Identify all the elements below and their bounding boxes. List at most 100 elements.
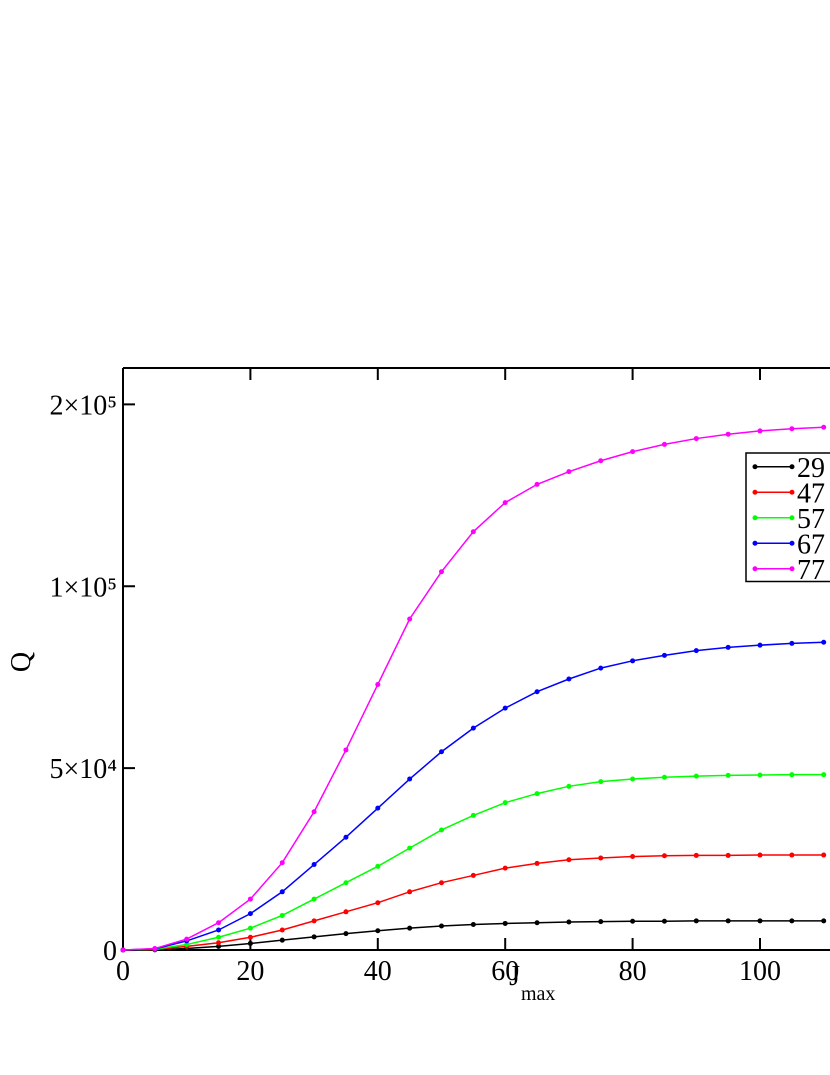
- point: [343, 834, 349, 840]
- point: [407, 889, 413, 895]
- legend-marker: [752, 489, 758, 495]
- point: [821, 852, 827, 858]
- legend-marker: [752, 566, 758, 572]
- point: [661, 918, 667, 924]
- y-axis-label: Q: [6, 652, 37, 672]
- point: [757, 918, 763, 924]
- point: [279, 937, 285, 943]
- point: [789, 426, 795, 432]
- point: [566, 676, 572, 682]
- point: [216, 927, 222, 933]
- point: [407, 925, 413, 931]
- point: [279, 912, 285, 918]
- point: [216, 943, 222, 949]
- point: [184, 936, 190, 942]
- point: [534, 920, 540, 926]
- point: [725, 772, 731, 778]
- point: [279, 927, 285, 933]
- legend-marker: [752, 464, 758, 470]
- point: [566, 469, 572, 475]
- point: [534, 791, 540, 797]
- point: [343, 880, 349, 886]
- point: [439, 569, 444, 575]
- point: [247, 934, 253, 940]
- point: [439, 827, 444, 833]
- point: [502, 705, 508, 711]
- point: [152, 946, 158, 952]
- point: [216, 920, 222, 926]
- point: [470, 529, 476, 535]
- point: [821, 639, 827, 645]
- point: [311, 809, 317, 815]
- legend-label: 57: [797, 504, 825, 535]
- y-tick-label: 0: [103, 936, 117, 967]
- point: [757, 772, 763, 778]
- legend-label: 47: [797, 478, 825, 509]
- point: [311, 896, 317, 902]
- legend-label: 77: [797, 555, 825, 586]
- x-axis-label-sub: max: [521, 983, 555, 1005]
- point: [566, 919, 572, 925]
- point: [343, 747, 349, 753]
- point: [120, 947, 126, 953]
- point: [821, 918, 827, 924]
- x-axis-label: J: [509, 961, 520, 992]
- legend-marker: [752, 515, 758, 521]
- point: [502, 500, 508, 506]
- point: [661, 652, 667, 658]
- point: [439, 749, 444, 755]
- point: [311, 862, 317, 868]
- legend-marker: [789, 540, 795, 546]
- legend-label: 29: [797, 453, 825, 484]
- point: [375, 805, 381, 811]
- point: [630, 449, 636, 455]
- point: [566, 783, 572, 789]
- x-tick-label: 100: [739, 956, 781, 987]
- legend-label: 67: [797, 529, 825, 560]
- point: [566, 857, 572, 863]
- point: [693, 852, 699, 858]
- legend-marker: [789, 566, 795, 572]
- point: [534, 689, 540, 695]
- point: [407, 776, 413, 782]
- point: [630, 918, 636, 924]
- point: [247, 896, 253, 902]
- point: [789, 640, 795, 646]
- point: [598, 779, 604, 785]
- point: [470, 872, 476, 878]
- point: [757, 428, 763, 434]
- point: [470, 725, 476, 731]
- point: [598, 855, 604, 861]
- point: [821, 772, 827, 778]
- point: [534, 860, 540, 866]
- point: [693, 648, 699, 654]
- point: [725, 431, 731, 437]
- x-tick-label: 80: [619, 956, 647, 987]
- point: [725, 918, 731, 924]
- point: [693, 436, 699, 442]
- point: [439, 923, 444, 929]
- point: [216, 940, 222, 946]
- point: [598, 919, 604, 925]
- point: [470, 812, 476, 818]
- point: [661, 441, 667, 447]
- point: [247, 925, 253, 931]
- point: [439, 880, 444, 886]
- point: [343, 909, 349, 915]
- point: [407, 616, 413, 622]
- x-tick-label: 40: [364, 956, 392, 987]
- point: [343, 931, 349, 937]
- y-tick-label: 2×10⁵: [49, 390, 117, 421]
- point: [470, 922, 476, 928]
- point: [821, 424, 827, 430]
- point: [247, 911, 253, 917]
- point: [247, 940, 253, 946]
- point: [375, 900, 381, 906]
- x-tick-label: 20: [236, 956, 264, 987]
- point: [598, 458, 604, 464]
- point: [725, 644, 731, 650]
- y-tick-label: 5×10⁴: [49, 754, 117, 785]
